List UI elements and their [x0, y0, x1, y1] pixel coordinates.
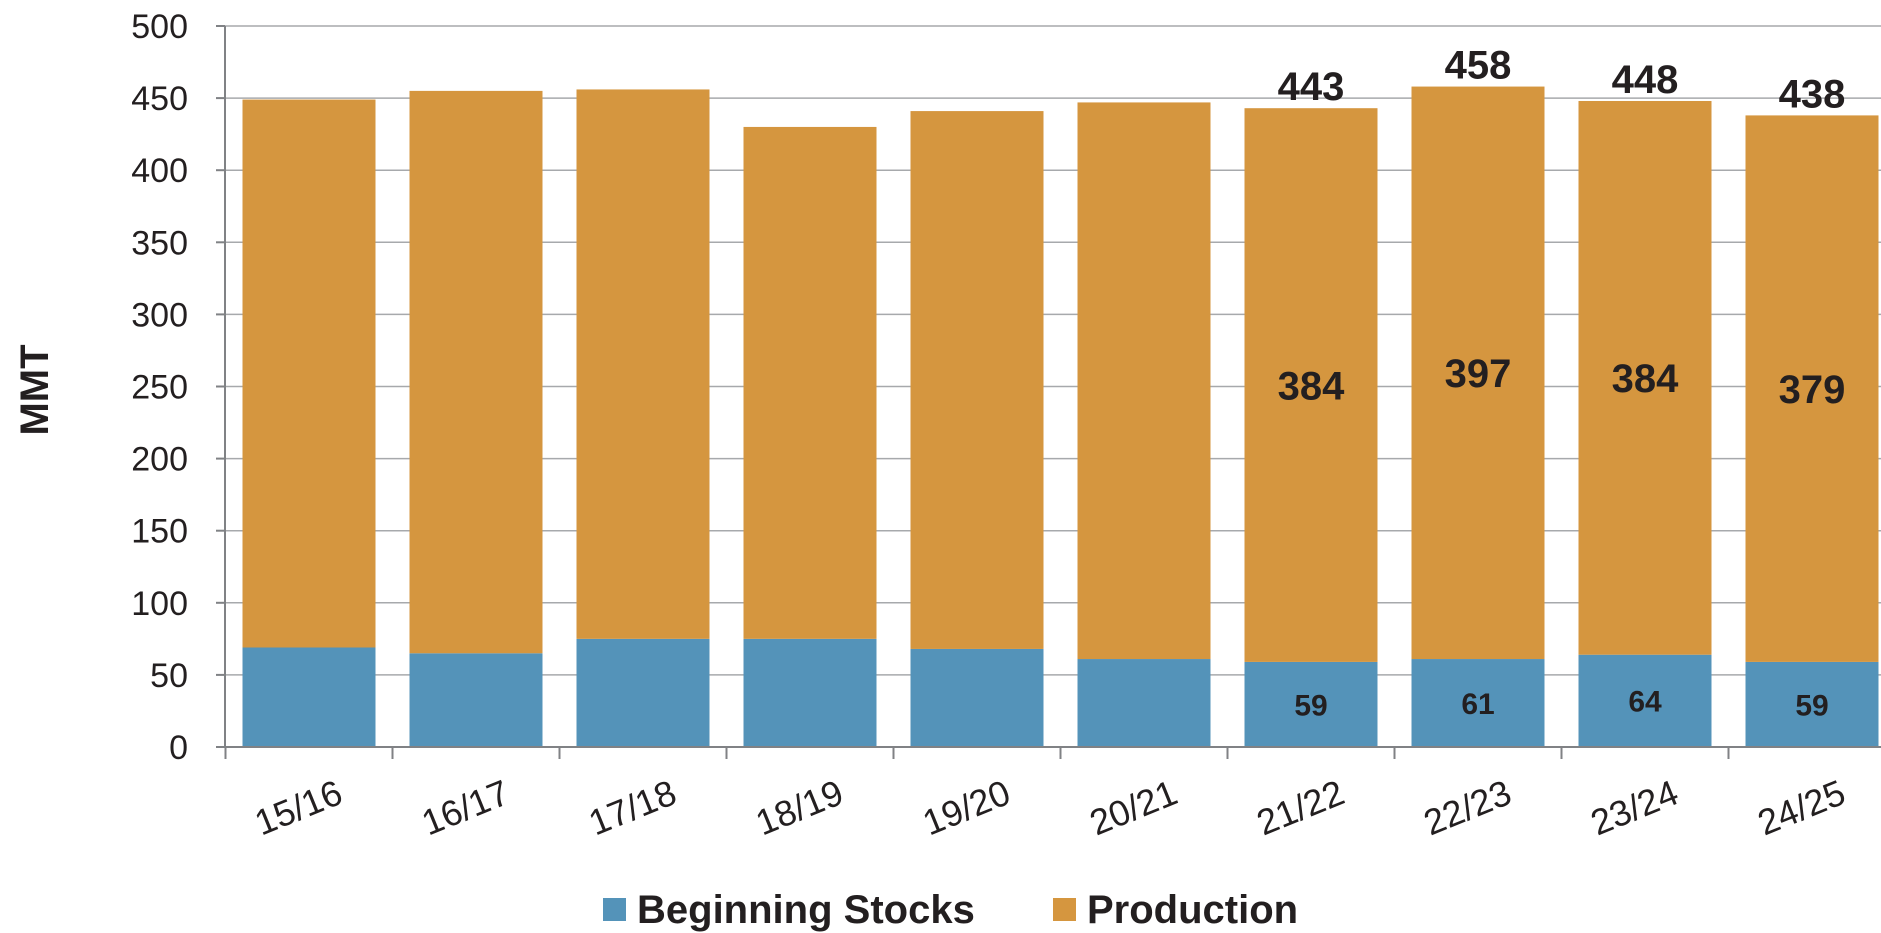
bar-beginning-stocks: [1077, 659, 1211, 747]
data-label: 384: [1612, 357, 1679, 401]
bar-beginning-stocks: [910, 648, 1044, 747]
axes: [216, 25, 1881, 759]
total-label: 458: [1445, 44, 1512, 88]
data-label: 59: [1795, 689, 1828, 722]
y-tick-label: 100: [131, 585, 188, 623]
y-tick-label: 250: [131, 369, 188, 407]
data-label: 397: [1445, 352, 1512, 396]
bar-beginning-stocks: [1411, 659, 1545, 747]
bar-production: [1578, 100, 1712, 655]
bar-production: [1745, 115, 1879, 662]
y-tick-label: 300: [131, 296, 188, 334]
y-tick-label: 500: [131, 8, 188, 46]
data-label: 59: [1294, 689, 1327, 722]
bar-production: [409, 90, 543, 654]
data-label: 379: [1779, 368, 1846, 412]
bar-production: [910, 111, 1044, 649]
bar-beginning-stocks: [743, 638, 877, 747]
legend-label: Production: [1087, 888, 1298, 932]
y-axis-label: MMT: [13, 344, 57, 435]
bar-beginning-stocks: [1244, 661, 1378, 747]
total-label: 438: [1779, 72, 1846, 116]
y-tick-label: 200: [131, 441, 188, 479]
bar-production: [1077, 102, 1211, 660]
legend-swatch: [603, 898, 626, 921]
legend-label: Beginning Stocks: [637, 888, 975, 932]
data-labels: 59 384 443 61 397 458 64 384 448 59 379 438: [1278, 44, 1846, 723]
x-tick-label: 22/23: [1418, 772, 1517, 844]
x-tick-label: 15/16: [249, 772, 348, 844]
bar-production: [1244, 108, 1378, 662]
x-tick-label: 18/19: [750, 772, 849, 844]
y-tick-label: 450: [131, 80, 188, 118]
bar-beginning-stocks: [242, 647, 376, 747]
legend-swatch: [1053, 898, 1076, 921]
data-label: 384: [1278, 364, 1345, 408]
y-tick-label: 350: [131, 224, 188, 262]
data-label: 61: [1461, 688, 1494, 721]
bar-production: [242, 99, 376, 648]
bar-production: [743, 126, 877, 639]
total-label: 448: [1612, 58, 1679, 102]
x-tick-labels: 15/16 16/17 17/18 18/19 19/20 20/21 21/22 22/23…: [249, 772, 1851, 844]
x-tick-label: 16/17: [416, 772, 515, 844]
bar-beginning-stocks: [1578, 654, 1712, 747]
total-label: 443: [1278, 65, 1345, 109]
bar-beginning-stocks: [409, 653, 543, 747]
y-tick-label: 400: [131, 152, 188, 190]
bar-production: [1411, 86, 1545, 660]
x-tick-label: 20/21: [1084, 772, 1183, 844]
bar-production: [576, 89, 710, 639]
x-tick-label: 19/20: [917, 772, 1016, 844]
x-tick-label: 21/22: [1251, 772, 1350, 844]
bar-beginning-stocks: [1745, 661, 1879, 747]
x-tick-label: 23/24: [1585, 772, 1684, 844]
legend: Beginning Stocks Production: [603, 888, 1298, 932]
x-tick-label: 17/18: [583, 772, 682, 844]
y-tick-label: 50: [150, 657, 188, 695]
y-tick-label: 150: [131, 513, 188, 551]
x-tick-label: 24/25: [1752, 772, 1851, 844]
y-tick-labels: 0 50 100 150 200 250 300 350 400 450 500: [131, 8, 188, 767]
data-label: 64: [1628, 686, 1662, 719]
y-tick-label: 0: [169, 729, 188, 767]
bar-beginning-stocks: [576, 638, 710, 747]
bars: [242, 86, 1879, 747]
